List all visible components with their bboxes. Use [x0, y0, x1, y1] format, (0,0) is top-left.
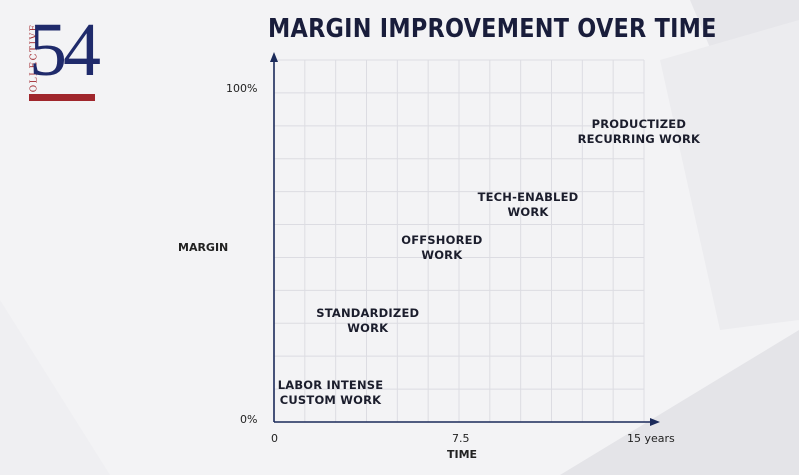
x-tick-15: 15 years — [627, 432, 675, 445]
data-point-label: PRODUCTIZED RECURRING WORK — [577, 117, 701, 147]
x-axis-label: TIME — [447, 448, 478, 461]
data-point-label: STANDARDIZED WORK — [316, 305, 420, 335]
x-tick-7-5: 7.5 — [452, 432, 470, 445]
logo-bar — [29, 94, 95, 101]
y-tick-100: 100% — [226, 82, 258, 95]
logo-number: 54 — [29, 8, 101, 92]
chart-title: MARGIN IMPROVEMENT OVER TIME — [268, 14, 717, 44]
x-tick-0: 0 — [271, 432, 278, 445]
data-point-label: LABOR INTENSE CUSTOM WORK — [277, 378, 384, 407]
data-point-label: TECH-ENABLED WORK — [477, 189, 579, 219]
y-tick-0: 0% — [240, 413, 258, 426]
data-point-label: OFFSHORED WORK — [401, 233, 483, 263]
y-axis-label: MARGIN — [178, 241, 229, 254]
collective54-logo: COLLECTIVE 54 — [12, 12, 102, 110]
y-axis-arrow — [270, 52, 278, 62]
x-axis-arrow — [650, 418, 660, 426]
